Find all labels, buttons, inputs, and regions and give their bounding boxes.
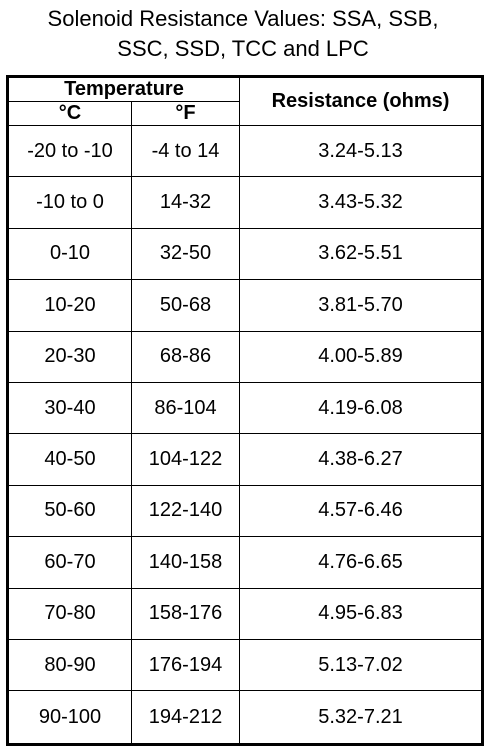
table-row: 0-10 32-50 3.62-5.51 [7,227,484,281]
table-cell: 3.81-5.70 [239,279,484,332]
table-row: 80-90 176-194 5.13-7.02 [7,638,484,692]
table-row: 50-60 122-140 4.57-6.46 [7,484,484,538]
table-cell: 176-194 [130,638,241,692]
table-cell: 4.19-6.08 [239,381,484,435]
table-cell: 20-30 [7,330,132,383]
table-head: Temperature Resistance (ohms) °C °F [6,76,484,126]
table-cell: 32-50 [130,227,241,281]
column-header: °F [130,101,241,126]
table-row: 40-50 104-122 4.38-6.27 [7,433,484,486]
table-cell: 104-122 [130,433,241,486]
table-cell: 4.57-6.46 [239,484,484,538]
table-cell: 3.43-5.32 [239,176,484,229]
header-row: Temperature Resistance (ohms) [6,76,484,126]
table-body: -20 to -10 -4 to 14 3.24-5.13 -10 to 0 14-32… [7,124,484,745]
table-cell: 194-212 [130,690,241,745]
table-cell: 14-32 [130,176,241,229]
table-cell: 158-176 [130,587,241,640]
table-cell: 3.24-5.13 [239,124,484,178]
table-cell: 4.38-6.27 [239,433,484,486]
table-cell: 0-10 [7,227,132,281]
table-row: 10-20 50-68 3.81-5.70 [7,279,484,332]
table-cell: 40-50 [7,433,132,486]
table-cell: 4.76-6.65 [239,536,484,589]
table-cell: 90-100 [7,690,132,745]
table-row: 90-100 194-212 5.32-7.21 [7,690,484,745]
table-row: 20-30 68-86 4.00-5.89 [7,330,484,383]
table-cell: 3.62-5.51 [239,227,484,281]
table-cell: -4 to 14 [130,124,241,178]
table-cell: 50-68 [130,279,241,332]
table-cell: 5.13-7.02 [239,638,484,692]
column-header: Resistance (ohms) [239,76,484,126]
table-cell: -20 to -10 [7,124,132,178]
table-cell: 140-158 [130,536,241,589]
table-cell: 50-60 [7,484,132,538]
table-cell: 10-20 [7,279,132,332]
title: Solenoid Resistance Values: SSA, SSB, SSC… [0,4,486,64]
table-cell: -10 to 0 [7,176,132,229]
table-cell: 68-86 [130,330,241,383]
title-line: SSC, SSD, TCC and LPC [117,36,369,61]
table-cell: 4.95-6.83 [239,587,484,640]
table-cell: 4.00-5.89 [239,330,484,383]
table-cell: 86-104 [130,381,241,435]
table-row: 60-70 140-158 4.76-6.65 [7,536,484,589]
table-row: 30-40 86-104 4.19-6.08 [7,381,484,435]
resistance-table: Temperature Resistance (ohms) °C °F -20 … [6,75,485,746]
table-cell: 60-70 [7,536,132,589]
table-row: -20 to -10 -4 to 14 3.24-5.13 [7,124,484,178]
table-cell: 30-40 [7,381,132,435]
column-header: °C [7,101,132,126]
table-row: -10 to 0 14-32 3.43-5.32 [7,176,484,229]
table-cell: 122-140 [130,484,241,538]
header-row: °C °F [7,101,483,126]
group-header: Temperature [6,76,241,102]
table-cell: 80-90 [7,638,132,692]
title-line: Solenoid Resistance Values: SSA, SSB, [47,6,439,31]
table-row: 70-80 158-176 4.95-6.83 [7,587,484,640]
table-cell: 5.32-7.21 [239,690,484,745]
table-cell: 70-80 [7,587,132,640]
